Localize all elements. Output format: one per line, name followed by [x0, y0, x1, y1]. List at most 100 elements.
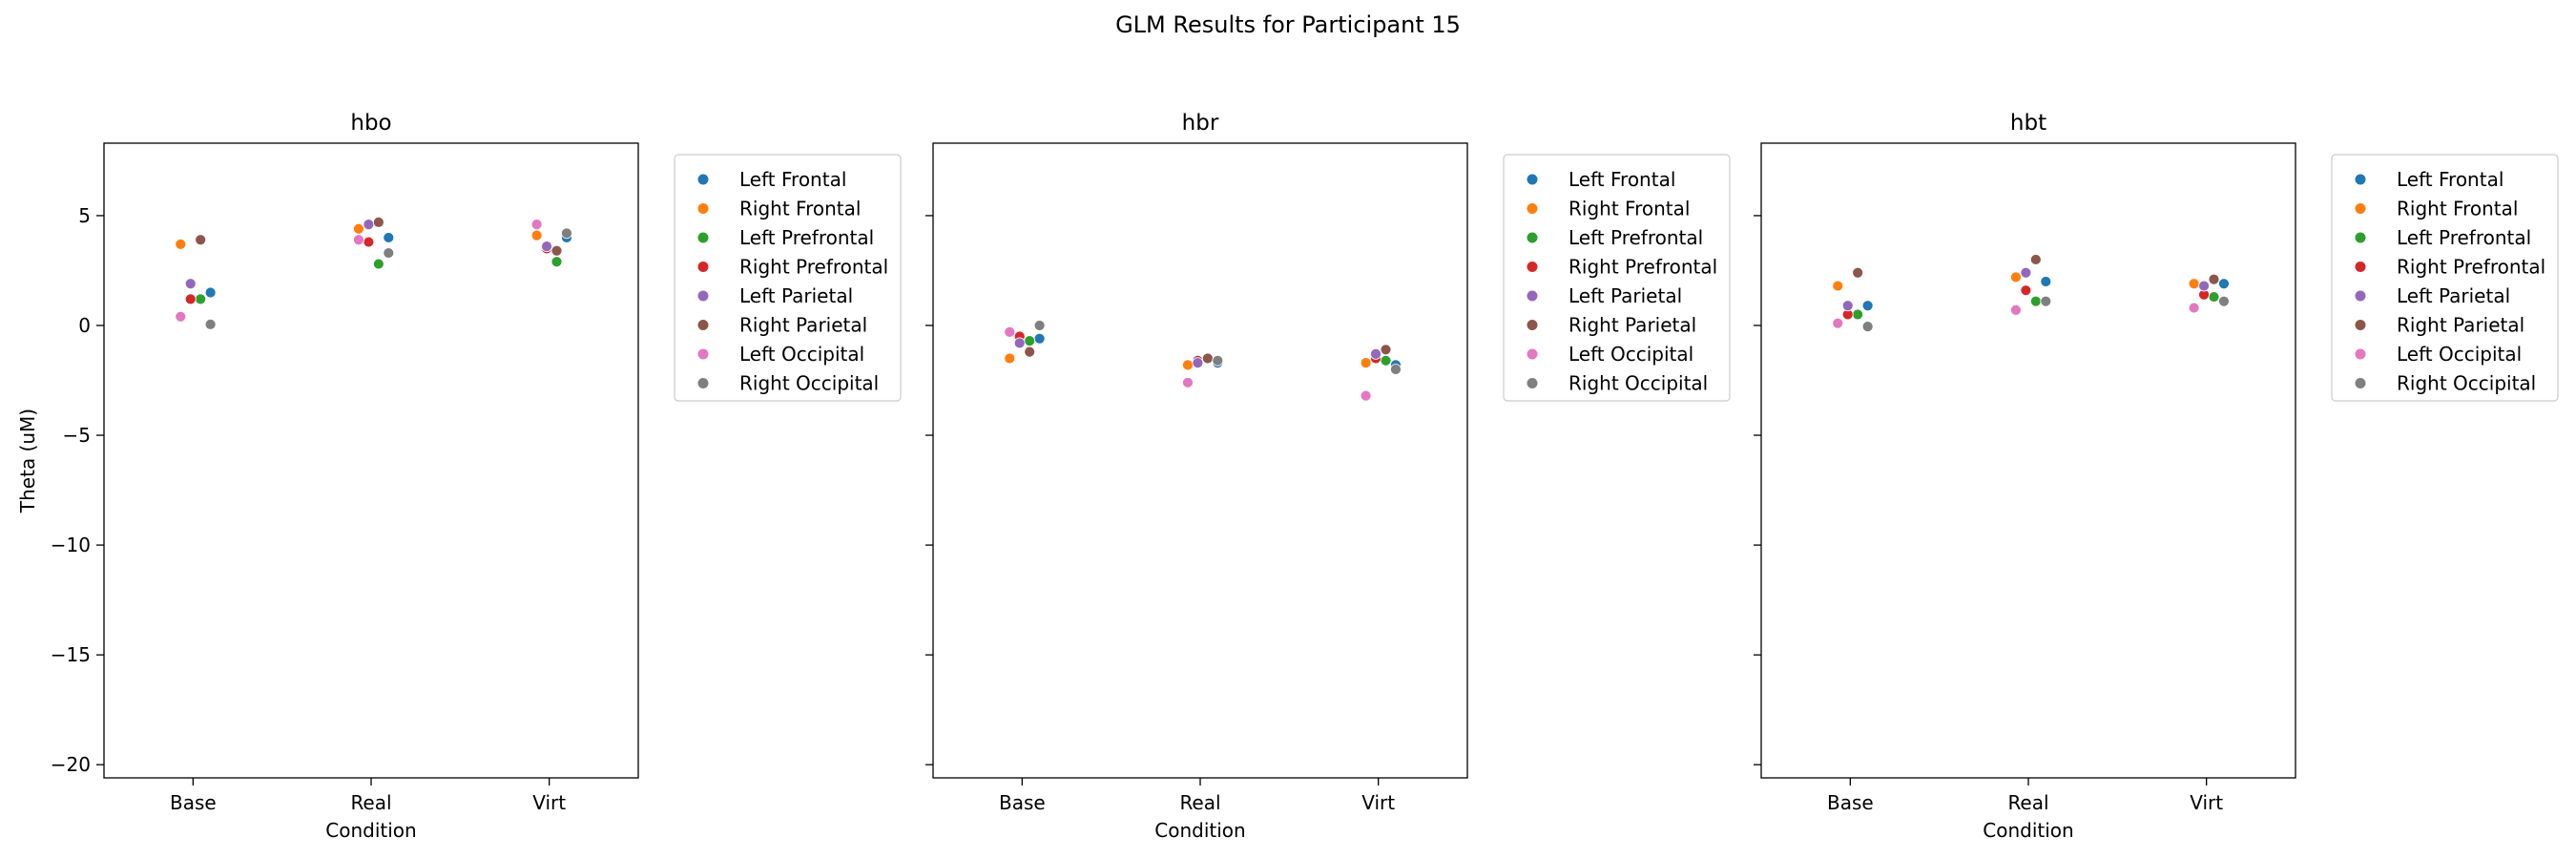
legend-label: Right Prefrontal [739, 256, 888, 279]
legend-label: Right Parietal [739, 314, 867, 337]
legend-item: Right Prefrontal [1527, 256, 1717, 279]
legend-label: Left Prefrontal [1568, 226, 1703, 249]
legend-item: Left Occipital [697, 343, 864, 366]
legend-marker [1527, 262, 1538, 272]
data-point [1201, 352, 1214, 365]
legend-marker [2355, 290, 2366, 302]
panel-hbo: hbo 5 0 −5 −10 −15 −20 Theta (uM) Base Real Virt Co… [16, 111, 902, 842]
legend-marker [2355, 232, 2366, 243]
legend: Left Frontal Right Frontal Left Prefrontal… [674, 154, 902, 402]
data-point [1024, 346, 1036, 358]
data-point [372, 258, 384, 270]
data-point [1380, 344, 1392, 356]
legend-label: Left Prefrontal [2397, 226, 2531, 249]
data-point [561, 227, 572, 240]
data-point [2208, 273, 2220, 285]
y-tick-label: 5 [78, 204, 91, 227]
data-point [184, 278, 197, 290]
legend-marker [697, 378, 709, 388]
legend-marker [2355, 348, 2366, 360]
data-point [1861, 321, 1874, 333]
data-point [2188, 302, 2200, 314]
legend-label: Right Frontal [2397, 198, 2518, 220]
x-tick-label: Base [999, 791, 1046, 814]
data-point [1212, 354, 1224, 367]
legend: Left Frontal Right Frontal Left Prefrontal… [2331, 154, 2559, 402]
data-point [2218, 295, 2230, 307]
data-point [530, 229, 543, 241]
legend-marker [1527, 348, 1538, 360]
x-axis-label: Condition [1983, 819, 2073, 842]
legend-label: Right Occipital [2397, 372, 2536, 395]
data-point [1004, 325, 1016, 338]
legend-marker [2355, 262, 2366, 272]
legend-label: Right Prefrontal [1568, 256, 1717, 279]
data-point [530, 219, 543, 231]
legend-label: Left Occipital [2397, 343, 2522, 366]
data-point [2010, 271, 2022, 283]
legend-item: Left Occipital [1527, 343, 1693, 366]
x-tick-label: Real [2007, 791, 2048, 814]
legend-label: Right Prefrontal [2397, 256, 2545, 279]
data-point [1841, 300, 1854, 312]
data-point [1182, 376, 1194, 388]
data-point [184, 293, 197, 305]
legend-label: Right Frontal [739, 198, 861, 220]
data-point [2010, 304, 2022, 316]
data-point [2020, 284, 2032, 297]
legend-marker [1527, 174, 1538, 185]
legend-item: Left Prefrontal [2355, 226, 2531, 249]
legend-label: Left Parietal [1568, 284, 1682, 307]
legend-item: Right Parietal [1527, 314, 1696, 337]
figure-title: GLM Results for Participant 15 [1115, 11, 1461, 38]
legend-marker [697, 262, 709, 272]
data-point [204, 286, 217, 299]
legend-item: Left Frontal [1527, 168, 1675, 191]
legend-label: Right Parietal [1568, 314, 1696, 337]
legend-marker [1527, 320, 1538, 330]
legend-item: Left Occipital [2355, 343, 2522, 366]
data-point [1360, 389, 1372, 402]
axes-frame [1760, 142, 2296, 779]
data-point [1852, 266, 1864, 279]
legend-label: Right Occipital [1568, 372, 1708, 395]
legend-item: Right Frontal [2355, 198, 2518, 220]
legend-item: Right Parietal [2355, 314, 2524, 337]
legend: Left Frontal Right Frontal Left Prefrontal… [1503, 154, 1731, 402]
x-tick-label: Base [1827, 791, 1874, 814]
x-tick-label: Real [1179, 791, 1220, 814]
data-point [1390, 364, 1402, 375]
legend-item: Left Frontal [2355, 168, 2503, 191]
legend-marker [2355, 203, 2366, 214]
x-tick-label: Virt [1361, 791, 1395, 814]
data-point [363, 219, 375, 231]
legend-label: Left Parietal [2397, 284, 2510, 307]
panel-hbr: hbr Base Real Virt Condition Left Frontal Righ… [925, 111, 1731, 842]
legend-marker [2355, 320, 2366, 330]
data-point [1033, 320, 1046, 331]
legend-label: Left Parietal [739, 284, 853, 307]
legend-marker [697, 203, 709, 214]
y-tick-label: −20 [51, 753, 91, 776]
data-point [372, 216, 384, 228]
legend-label: Left Prefrontal [739, 226, 874, 249]
legend-item: Right Occipital [2355, 372, 2536, 395]
y-tick-label: 0 [78, 314, 91, 337]
data-point [353, 234, 364, 246]
legend-label: Left Frontal [2397, 168, 2503, 191]
legend-item: Right Frontal [697, 198, 861, 220]
data-point [2029, 295, 2042, 307]
data-point [1861, 300, 1874, 312]
legend-marker [697, 348, 709, 360]
data-point [541, 241, 552, 253]
legend-item: Right Prefrontal [2355, 256, 2545, 279]
data-point [2188, 278, 2200, 290]
x-tick-label: Real [350, 791, 391, 814]
legend-item: Left Prefrontal [1527, 226, 1703, 249]
data-point [2208, 291, 2220, 303]
legend-item: Left Prefrontal [697, 226, 874, 249]
data-point [175, 238, 187, 250]
legend-label: Right Parietal [2397, 314, 2524, 337]
data-point [195, 234, 207, 246]
